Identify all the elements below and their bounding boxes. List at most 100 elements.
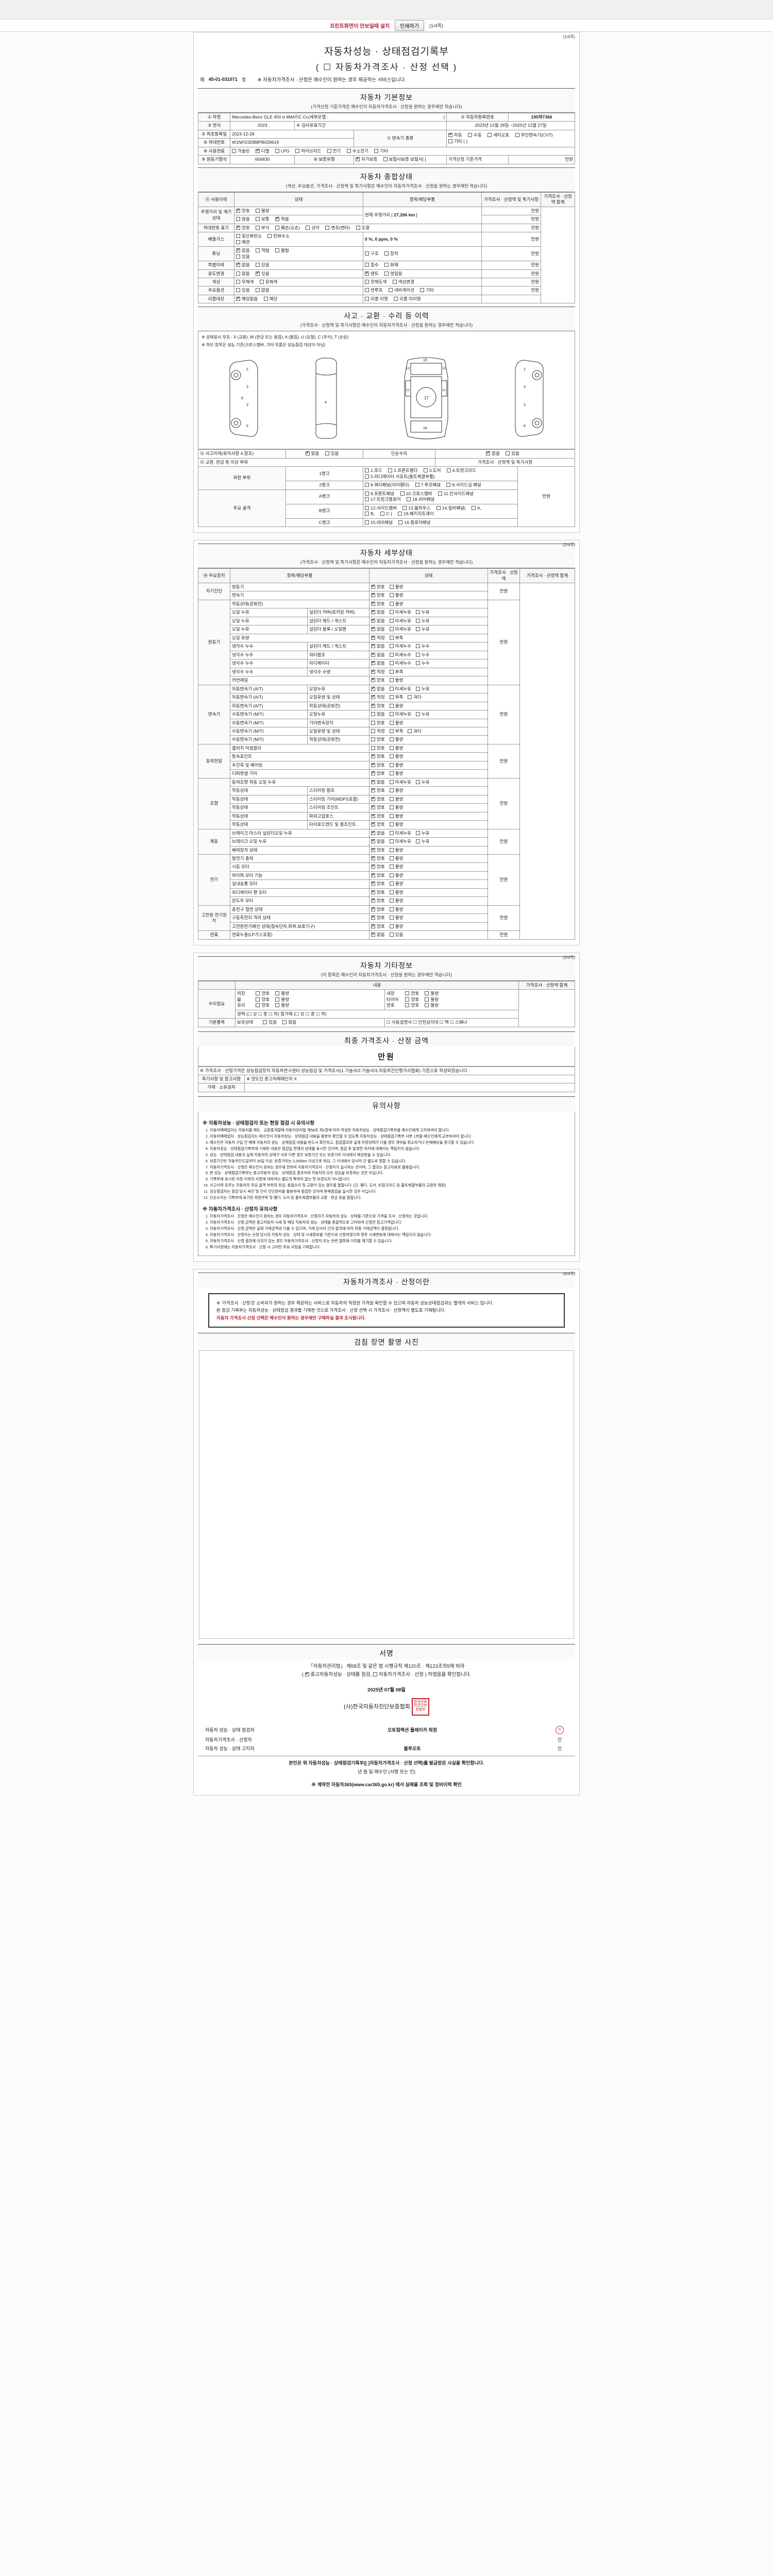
checkbox-icon[interactable] (415, 686, 420, 691)
state-option[interactable]: 불량 (389, 737, 403, 742)
part-dash-panel[interactable]: 15.대쉬패널 (365, 520, 393, 526)
opt-bad[interactable]: 불량 (275, 997, 289, 1003)
state-option[interactable]: 있음 (389, 932, 403, 938)
state-option[interactable]: 양호 (371, 787, 385, 793)
opt-structure[interactable]: 구조 (365, 251, 379, 257)
opt-chromatic[interactable]: 유채색 (259, 279, 277, 285)
state-option[interactable]: 누유 (415, 711, 430, 717)
checkbox-icon[interactable] (389, 788, 394, 793)
state-option[interactable]: 양호 (371, 592, 385, 598)
checkbox-icon[interactable] (405, 997, 410, 1002)
state-option[interactable]: 미세누수 (389, 660, 411, 666)
opt-applicable[interactable]: 해당 (263, 296, 277, 302)
checkbox-icon[interactable] (371, 669, 376, 674)
checkbox-icon[interactable] (282, 1020, 287, 1025)
checkbox-icon[interactable] (389, 762, 394, 767)
print-button[interactable]: 인쇄하기 (395, 20, 424, 31)
part-package-tray[interactable]: 19.패키지트레이 (398, 511, 434, 517)
state-option[interactable]: 누수 (415, 652, 430, 658)
checkbox-icon[interactable] (389, 644, 394, 649)
opt-recall-done[interactable]: 리콜 이행 (365, 296, 388, 302)
checkbox-icon[interactable] (468, 133, 473, 138)
part-front-fender[interactable]: 2.프론트휀더 (388, 468, 417, 473)
opt-illegal[interactable]: 불법 (275, 248, 289, 253)
trans-opt-other[interactable]: 기타 ( ) (448, 139, 467, 144)
state-option[interactable]: 양호 (371, 914, 385, 921)
checkbox-icon[interactable] (405, 1003, 410, 1008)
state-option[interactable]: 불량 (389, 822, 403, 827)
checkbox-icon[interactable] (389, 703, 394, 708)
checkbox-icon[interactable] (256, 288, 260, 293)
state-option[interactable]: 없음 (371, 931, 385, 938)
fuel-opt-hydrogen[interactable]: 수소전기 (346, 148, 368, 154)
state-option[interactable]: 양호 (371, 745, 385, 751)
checkbox-icon[interactable] (232, 148, 236, 153)
state-option[interactable]: 양호 (371, 847, 385, 853)
checkbox-icon[interactable] (371, 703, 376, 708)
part-radiator-support[interactable]: 5.라디에이터 서포트(볼트체결부품) (365, 474, 435, 480)
state-option[interactable]: 양호 (371, 804, 385, 810)
state-option[interactable]: 불량 (389, 703, 403, 709)
part-inside-panel[interactable]: 11.인사이드패널 (438, 491, 474, 497)
checkbox-icon[interactable] (415, 652, 420, 657)
state-option[interactable]: 양호 (371, 880, 385, 887)
checkbox-icon[interactable] (236, 254, 240, 259)
part-pillar-a[interactable]: A, (472, 505, 481, 511)
opt-none[interactable]: 없음 (256, 287, 270, 293)
state-option[interactable]: 양호 (371, 813, 385, 819)
checkbox-icon[interactable] (305, 1671, 309, 1677)
checkbox-icon[interactable] (383, 157, 388, 162)
checkbox-icon[interactable] (415, 779, 420, 784)
checkbox-icon[interactable] (371, 779, 376, 784)
checkbox-icon[interactable] (389, 890, 394, 894)
checkbox-icon[interactable] (389, 865, 394, 869)
checkbox-icon[interactable] (389, 745, 394, 750)
opt-none[interactable]: 없음 (236, 247, 250, 253)
opt-good[interactable]: 양호 (256, 997, 270, 1003)
opt-bad[interactable]: 불량 (275, 991, 289, 996)
state-option[interactable]: 양호 (371, 720, 385, 726)
checkbox-icon[interactable] (389, 593, 394, 598)
state-option[interactable]: 양호 (371, 762, 385, 768)
part-pillar-b[interactable]: B, (365, 511, 375, 517)
checkbox-icon[interactable] (371, 847, 376, 852)
checkbox-icon[interactable] (371, 635, 376, 640)
state-option[interactable]: 과다 (408, 694, 422, 700)
checkbox-icon[interactable] (371, 762, 376, 767)
state-option[interactable]: 불량 (389, 771, 403, 776)
state-option[interactable]: 누유 (415, 779, 430, 785)
opt-other[interactable]: 기타 (420, 287, 434, 293)
checkbox-icon[interactable] (415, 661, 420, 666)
opt-smoke[interactable]: 매연 (236, 240, 250, 245)
state-option[interactable]: 양호 (371, 872, 385, 878)
checkbox-icon[interactable] (371, 601, 376, 606)
checkbox-icon[interactable] (236, 208, 240, 213)
checkbox-icon[interactable] (275, 148, 279, 153)
trans-opt-semiauto[interactable]: 세미오토 (488, 132, 509, 138)
state-option[interactable]: 적정 (371, 728, 385, 734)
checkbox-icon[interactable] (415, 610, 420, 615)
checkbox-icon[interactable] (236, 234, 240, 239)
checkbox-icon[interactable] (407, 497, 411, 502)
state-option[interactable]: 미세누유 (389, 831, 411, 836)
opt-co[interactable]: 일산화탄소 (236, 233, 262, 239)
state-option[interactable]: 없음 (371, 711, 385, 717)
checkbox-icon[interactable] (389, 661, 394, 666)
state-option[interactable]: 불량 (389, 796, 403, 802)
opt-bad[interactable]: 불량 (425, 997, 439, 1003)
state-option[interactable]: 미세누유 (389, 779, 411, 785)
checkbox-icon[interactable] (256, 997, 260, 1002)
state-option[interactable]: 미세누유 (389, 609, 411, 615)
state-option[interactable]: 양호 (371, 906, 385, 912)
opt-bad[interactable]: 불량 (275, 1003, 289, 1008)
state-option[interactable]: 양호 (371, 677, 385, 683)
checkbox-icon[interactable] (356, 156, 360, 162)
state-option[interactable]: 불량 (389, 601, 403, 607)
part-roof-panel[interactable]: 7.루프패널 (415, 482, 441, 488)
fuel-opt-diesel[interactable]: 디젤 (255, 148, 269, 154)
checkbox-icon[interactable] (371, 720, 376, 725)
checkbox-icon[interactable] (256, 991, 260, 996)
checkbox-icon[interactable] (371, 770, 376, 776)
checkbox-icon[interactable] (488, 133, 492, 138)
checkbox-icon[interactable] (365, 468, 369, 473)
